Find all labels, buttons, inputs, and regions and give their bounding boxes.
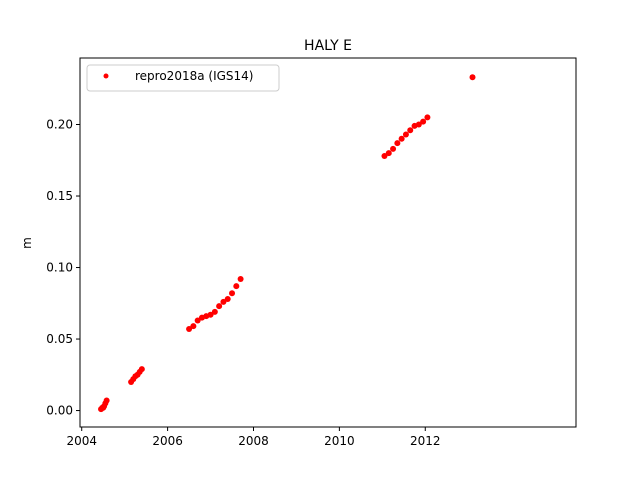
- y-tick-label: 0.05: [46, 332, 73, 346]
- data-points: [98, 74, 476, 413]
- data-point: [394, 140, 401, 147]
- y-axis-label: m: [20, 237, 34, 249]
- data-point: [190, 323, 197, 330]
- data-point: [220, 298, 227, 305]
- data-point: [216, 303, 223, 310]
- data-point: [424, 114, 431, 121]
- x-tick-label: 2008: [238, 434, 269, 448]
- data-point: [415, 121, 422, 128]
- legend-marker: [103, 73, 109, 79]
- data-point: [407, 127, 414, 134]
- x-tick-label: 2010: [324, 434, 355, 448]
- data-point: [237, 275, 244, 282]
- legend: repro2018a (IGS14): [86, 64, 280, 92]
- x-tick-label: 2012: [410, 434, 441, 448]
- legend-label: repro2018a (IGS14): [135, 69, 253, 83]
- chart-title: HALY E: [304, 38, 352, 54]
- data-point: [402, 131, 409, 138]
- data-point: [390, 145, 397, 152]
- y-tick-label: 0.20: [46, 118, 73, 132]
- data-point: [381, 152, 388, 159]
- data-point: [186, 326, 193, 333]
- data-point: [233, 283, 240, 290]
- data-point: [211, 308, 218, 315]
- data-point: [207, 311, 214, 318]
- plot-frame: [79, 57, 577, 428]
- data-point: [469, 74, 476, 81]
- data-point: [138, 366, 145, 373]
- y-tick-label: 0.00: [46, 404, 73, 418]
- data-point: [229, 290, 236, 297]
- data-point: [420, 118, 427, 125]
- x-tick-label: 2006: [152, 434, 183, 448]
- data-point: [398, 135, 405, 142]
- data-point: [194, 317, 201, 324]
- series-points: [98, 74, 476, 413]
- x-tick-label: 2004: [66, 434, 97, 448]
- y-tick-label: 0.15: [46, 189, 73, 203]
- data-point: [103, 397, 110, 404]
- legend-box: [86, 64, 280, 92]
- tick-layer: 2004 2006 2008 2010 2012 0.00 0.05 0.10 0.15 0.20: [46, 118, 440, 448]
- data-point: [385, 150, 392, 157]
- data-point: [224, 295, 231, 302]
- y-tick-label: 0.10: [46, 261, 73, 275]
